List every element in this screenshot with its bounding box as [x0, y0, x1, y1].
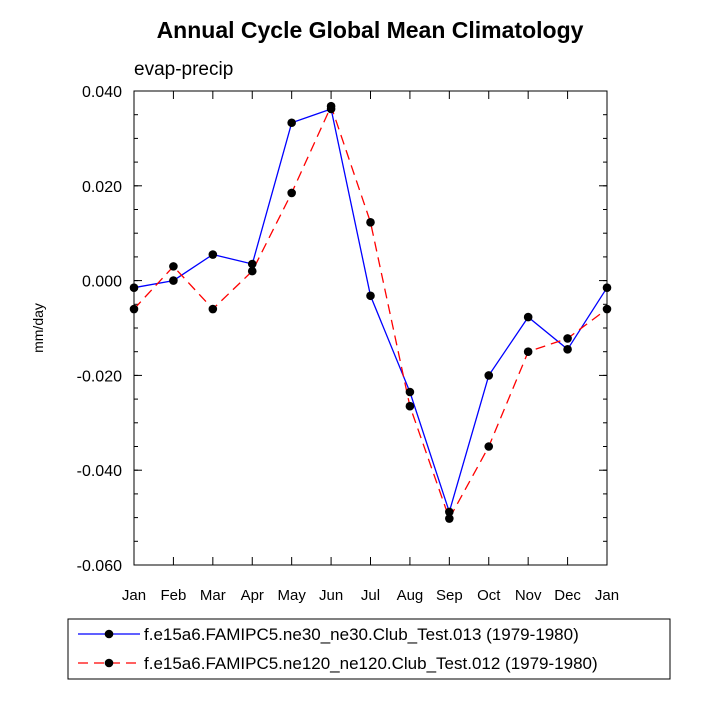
data-point-series-2	[602, 304, 612, 314]
data-point-series-1	[247, 259, 257, 269]
data-point-series-1	[602, 283, 612, 293]
data-point-series-2	[287, 188, 296, 198]
x-tick-label: Dec	[554, 587, 581, 604]
data-point-series-2	[326, 101, 336, 111]
y-tick-label: -0.040	[77, 463, 122, 480]
data-point-series-2	[208, 304, 218, 314]
y-tick-label: -0.020	[77, 368, 122, 385]
x-tick-label: Jun	[319, 587, 343, 604]
x-tick-label: Jul	[361, 587, 380, 604]
legend-marker-2	[104, 658, 114, 668]
data-point-series-2	[129, 304, 139, 314]
x-tick-label: Jan	[122, 587, 146, 604]
data-point-series-1	[405, 387, 415, 397]
series-layer	[129, 101, 612, 523]
data-point-series-2	[563, 334, 572, 343]
data-point-series-2	[445, 514, 454, 523]
y-tick-label: 0.020	[82, 179, 122, 196]
legend: f.e15a6.FAMIPC5.ne30_ne30.Club_Test.013 …	[67, 618, 671, 680]
x-tick-label: Oct	[477, 587, 501, 604]
x-tick-label: Sep	[436, 587, 463, 604]
chart-title: Annual Cycle Global Mean Climatology	[157, 17, 584, 43]
data-point-series-2	[523, 347, 533, 357]
series-line-2	[133, 104, 608, 521]
x-tick-label: May	[277, 587, 306, 604]
y-tick-label: 0.000	[82, 274, 122, 291]
legend-label-1: f.e15a6.FAMIPC5.ne30_ne30.Club_Test.013 …	[144, 625, 579, 644]
x-tick-label: Mar	[200, 587, 226, 604]
data-point-series-2	[247, 266, 257, 276]
data-point-series-2	[405, 401, 415, 411]
data-point-series-1	[445, 507, 454, 517]
chart-subtitle: evap-precip	[134, 59, 233, 80]
legend-label-2: f.e15a6.FAMIPC5.ne120_ne120.Club_Test.01…	[144, 654, 598, 673]
data-point-series-2	[366, 217, 375, 227]
x-tick-label: Feb	[160, 587, 186, 604]
data-point-series-1	[169, 276, 178, 285]
series-line-1	[133, 108, 608, 515]
data-point-series-1	[563, 345, 572, 354]
x-tick-label: Apr	[241, 587, 264, 604]
data-point-series-2	[169, 262, 178, 271]
data-point-series-2	[484, 442, 494, 451]
legend-marker-1	[104, 629, 114, 639]
data-point-series-1	[366, 291, 375, 301]
x-tick-label: Aug	[397, 587, 424, 604]
data-point-series-1	[208, 250, 218, 259]
data-point-series-1	[523, 312, 533, 322]
data-point-series-1	[129, 283, 139, 293]
axes: -0.060 -0.040 -0.020 0.000 0.020 0.040 Jan Feb M…	[77, 84, 619, 604]
legend-box	[67, 618, 671, 680]
y-tick-label: 0.040	[82, 84, 122, 101]
plot-frame	[133, 90, 608, 566]
y-tick-label: -0.060	[77, 558, 122, 575]
y-axis-label: mm/day	[30, 303, 46, 353]
x-tick-label: Nov	[515, 587, 542, 604]
x-tick-label: Jan	[595, 587, 619, 604]
data-point-series-1	[484, 371, 494, 380]
data-point-series-1	[287, 118, 296, 128]
